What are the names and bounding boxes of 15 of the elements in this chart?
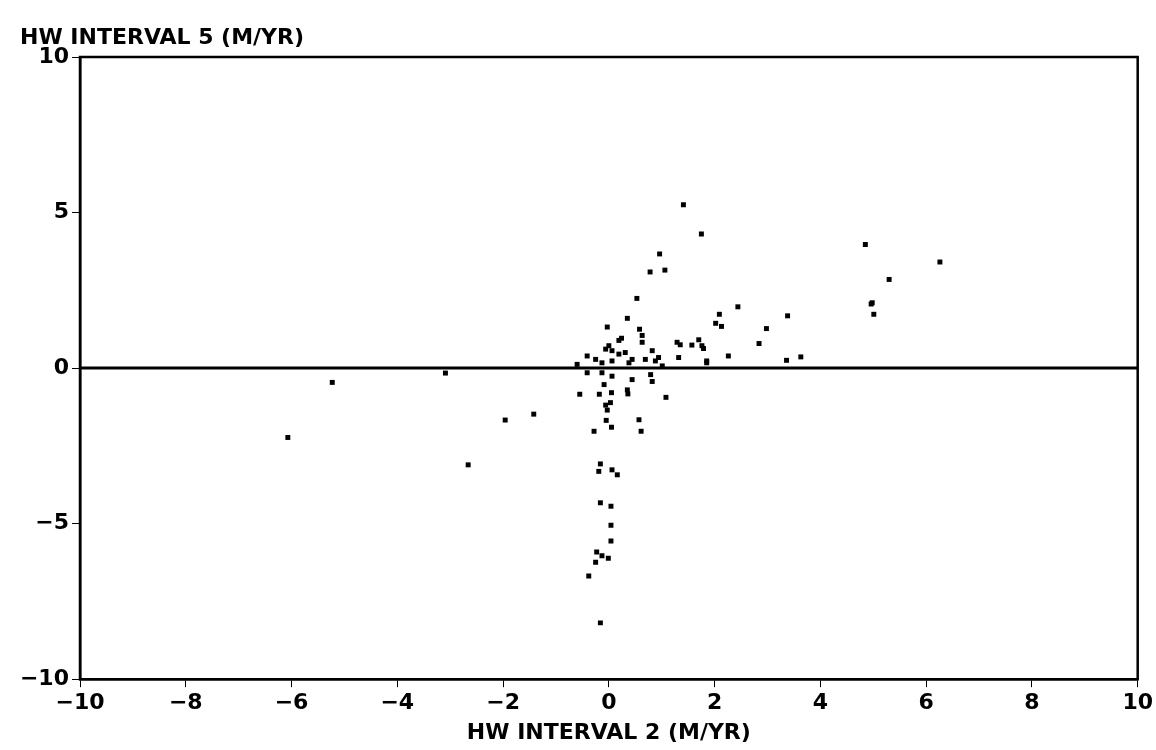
y-tick-label: −5 bbox=[35, 509, 69, 535]
x-tick-label: 8 bbox=[1024, 689, 1040, 715]
y-tick-label: 5 bbox=[53, 198, 69, 224]
x-tick-label: −4 bbox=[380, 689, 415, 715]
x-tick-label: 0 bbox=[601, 689, 617, 715]
x-tick-label: −8 bbox=[168, 689, 203, 715]
x-tick-label: −6 bbox=[274, 689, 309, 715]
x-tick-label: 2 bbox=[706, 689, 723, 715]
x-tick-label: 4 bbox=[812, 689, 829, 715]
y-tick-label: −10 bbox=[19, 664, 69, 690]
x-axis-title: HW INTERVAL 2 (M/YR) bbox=[466, 718, 751, 744]
y-tick-label: 0 bbox=[53, 353, 69, 379]
x-tick-label: 6 bbox=[918, 689, 934, 715]
x-tick-label: 10 bbox=[1122, 689, 1153, 715]
x-tick-label: −2 bbox=[486, 689, 520, 715]
